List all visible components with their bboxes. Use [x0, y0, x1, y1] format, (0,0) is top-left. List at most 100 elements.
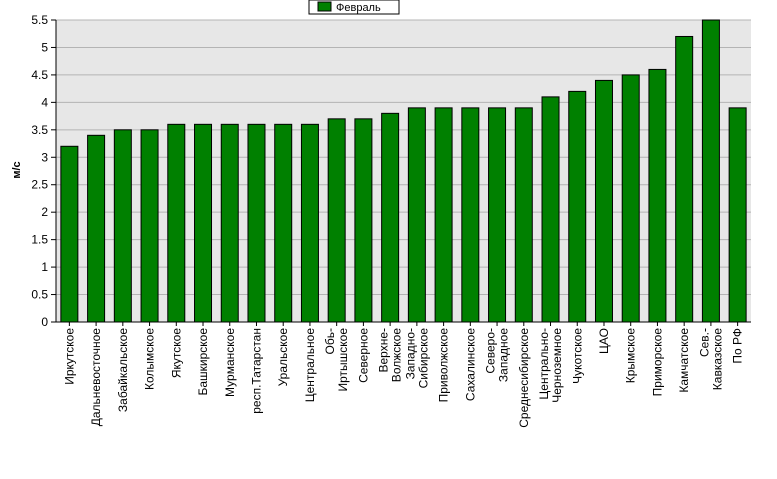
bar [621, 74, 640, 323]
bar [167, 123, 186, 323]
bar [381, 112, 400, 323]
x-tick-label: Приморское [650, 328, 664, 397]
x-tick-label-line: Сибирское [416, 328, 430, 389]
x-tick-label-line: Забайкальское [116, 328, 130, 412]
x-tick-label-line: ЦАО [597, 328, 611, 354]
bar [407, 107, 426, 323]
bar [648, 68, 667, 323]
x-tick-label-line: Верхне- [377, 328, 391, 373]
x-tick-label-line: Северо- [484, 328, 498, 374]
x-tick-label: Сев.-Кавказское [697, 328, 724, 391]
y-tick-label: 4 [41, 95, 48, 109]
x-tick-label: Мурманское [223, 328, 237, 397]
x-tick-label-line: Крымское [624, 328, 638, 384]
x-tick-label: Среднесибирское [517, 328, 531, 428]
x-tick-label: Центральное [303, 328, 317, 403]
y-tick-label: 0.5 [31, 288, 48, 302]
x-tick-label-line: Камчатское [677, 328, 691, 393]
bar [461, 107, 480, 323]
x-tick-label: Дальневосточное [89, 328, 103, 427]
x-tick-label: Колымское [143, 328, 157, 390]
bar [140, 129, 159, 323]
x-tick-label: Якутское [169, 328, 183, 378]
x-tick-label-line: Центральное [303, 328, 317, 403]
legend-swatch [317, 1, 332, 12]
x-tick-label-line: Иртышское [336, 328, 350, 392]
x-tick-label: Центрально-Черноземное [537, 328, 564, 403]
bar [327, 118, 346, 323]
bar [728, 107, 747, 323]
bar [675, 35, 694, 323]
x-tick-label-line: Мурманское [223, 328, 237, 397]
x-tick-label-line: Башкирское [196, 328, 210, 396]
bar [60, 145, 79, 323]
x-tick-label-line: Чукотское [570, 328, 584, 384]
x-tick-label: Верхне-Волжское [377, 328, 404, 383]
x-tick-label: Северное [356, 328, 370, 383]
legend-label: Февраль [336, 2, 381, 14]
x-tick-label-line: Якутское [169, 328, 183, 378]
x-tick-label-line: Сев.- [697, 328, 711, 357]
bar [434, 107, 453, 323]
bar [87, 134, 106, 323]
x-tick-label-line: Кавказское [710, 328, 724, 391]
y-tick-label: 2 [41, 205, 48, 219]
x-tick-label: ЦАО [597, 328, 611, 354]
y-tick-label: 0 [41, 315, 48, 329]
x-tick-label-line: Приволжское [437, 328, 451, 403]
x-tick-label-line: Уральское [276, 328, 290, 387]
y-axis-label: м/с [11, 161, 23, 178]
x-tick-label: Забайкальское [116, 328, 130, 412]
bar [300, 123, 319, 323]
y-tick-label: 1.5 [31, 233, 48, 247]
bar [354, 118, 373, 323]
bar [220, 123, 239, 323]
x-tick-label-line: респ.Татарстан [249, 328, 263, 414]
x-tick-label-line: Северное [356, 328, 370, 383]
x-tick-label-line: Среднесибирское [517, 328, 531, 428]
plot-area [56, 20, 751, 322]
bar [514, 107, 533, 323]
x-tick-label: Уральское [276, 328, 290, 387]
x-tick-label-line: Иркутское [62, 328, 76, 385]
bar [488, 107, 507, 323]
bar [701, 19, 720, 323]
bar [541, 96, 560, 323]
y-tick-label: 1 [41, 260, 48, 274]
x-tick-label-line: Сахалинское [463, 328, 477, 401]
bar [594, 79, 613, 323]
bar [568, 90, 587, 323]
y-tick-label: 5 [41, 40, 48, 54]
x-tick-label-line: Волжское [390, 328, 404, 383]
x-tick-label: Северо-Западное [484, 328, 511, 382]
x-tick-label-line: По РФ [731, 328, 745, 364]
y-tick-label: 3 [41, 150, 48, 164]
x-tick-label-line: Западно- [403, 328, 417, 379]
y-tick-label: 4.5 [31, 68, 48, 82]
x-tick-label: Иркутское [62, 328, 76, 385]
x-tick-label-line: Западное [497, 328, 511, 382]
x-tick-label-line: Колымское [143, 328, 157, 390]
y-tick-label: 2.5 [31, 178, 48, 192]
x-tick-label-line: Приморское [650, 328, 664, 397]
y-tick-label: 5.5 [31, 13, 48, 27]
x-tick-label: Камчатское [677, 328, 691, 393]
legend: Февраль [308, 0, 400, 15]
x-tick-label: респ.Татарстан [249, 328, 263, 414]
x-tick-label: Обь-Иртышское [323, 328, 350, 392]
x-tick-label: Чукотское [570, 328, 584, 384]
x-tick-label-line: Обь- [323, 328, 337, 354]
x-tick-label: По РФ [731, 328, 745, 364]
bar [194, 123, 213, 323]
bar [247, 123, 266, 323]
x-tick-label-line: Дальневосточное [89, 328, 103, 427]
x-tick-label-line: Черноземное [550, 328, 564, 403]
x-tick-label-line: Центрально- [537, 328, 551, 400]
y-tick-label: 3.5 [31, 123, 48, 137]
bar [274, 123, 293, 323]
x-tick-label: Сахалинское [463, 328, 477, 401]
x-tick-label: Западно-Сибирское [403, 328, 430, 389]
x-tick-label: Башкирское [196, 328, 210, 396]
bar [113, 129, 132, 323]
